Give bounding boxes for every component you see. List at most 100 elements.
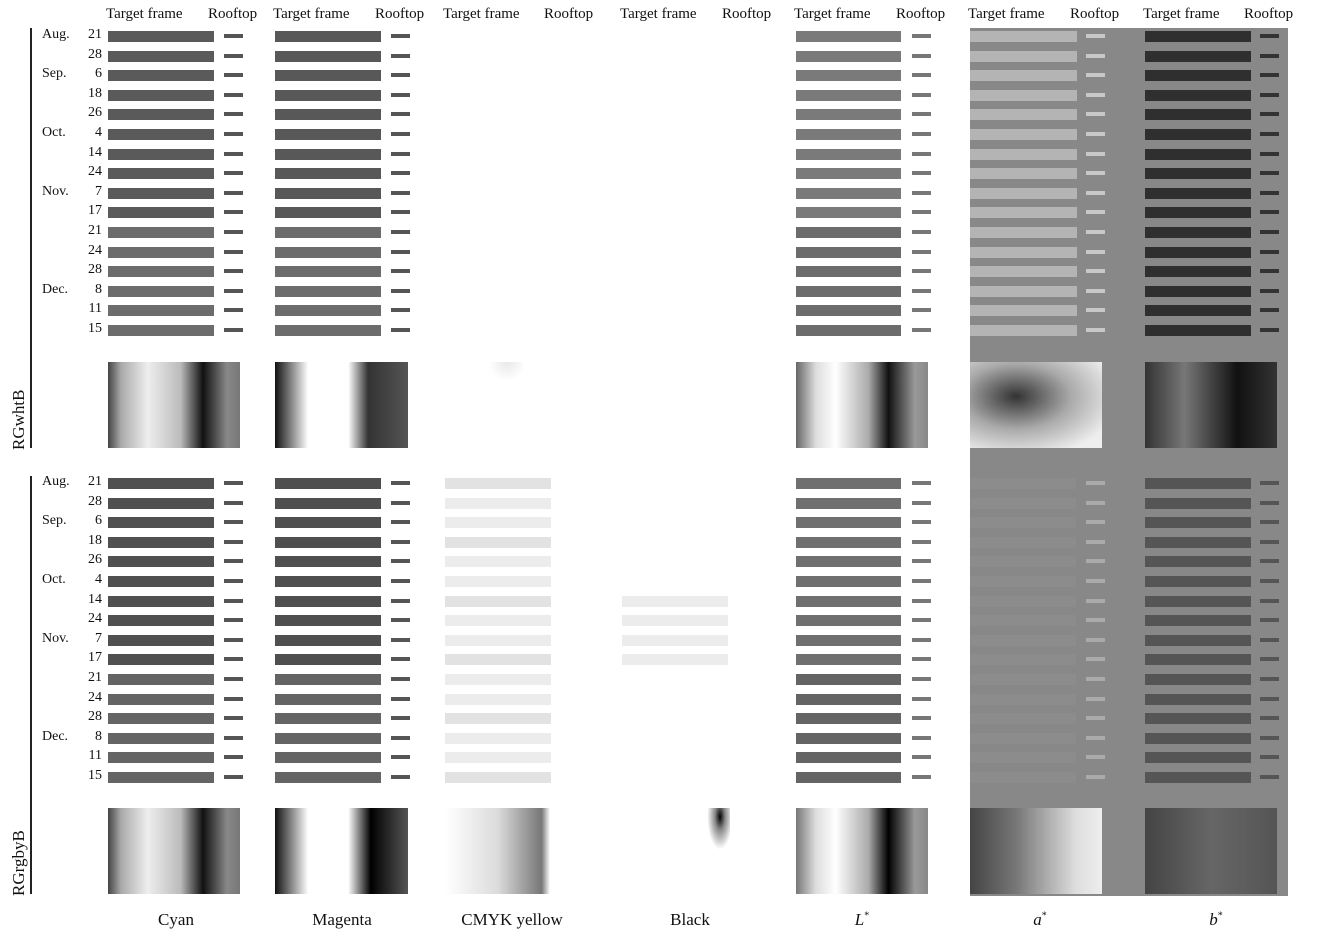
target-frame-strip: [445, 732, 551, 744]
channel-superscript: *: [1217, 910, 1223, 922]
rooftop-strip: [1260, 210, 1279, 215]
target-frame-strip: [275, 536, 381, 548]
target-frame-strip: [622, 713, 728, 724]
target-frame-strip: [275, 752, 381, 764]
target-frame-strip: [275, 517, 381, 529]
target-frame-strip: [108, 634, 214, 646]
target-frame-strip: [1145, 325, 1251, 336]
rooftop-strip: [912, 151, 931, 156]
target-frame-strip: [1145, 207, 1251, 219]
month-label: Dec.: [42, 728, 69, 744]
spatial-map-panel: [690, 808, 730, 894]
target-frame-strip: [970, 595, 1076, 607]
rooftop-strip: [224, 308, 243, 313]
date-label: 26: [88, 105, 102, 121]
header-rooftop-4: Rooftop: [722, 6, 772, 22]
target-frame-strip: [108, 246, 214, 258]
rooftop-strip: [391, 657, 410, 662]
date-label: 21: [88, 670, 102, 685]
target-frame-strip: [622, 286, 728, 297]
date-label: 4: [95, 125, 102, 140]
rooftop-strip: [224, 190, 243, 195]
date-label: 11: [88, 301, 102, 317]
rooftop-strip: [1260, 34, 1279, 38]
target-frame-strip: [622, 674, 728, 685]
target-frame-strip: [445, 634, 551, 646]
target-frame-strip: [445, 674, 551, 685]
target-frame-strip: [622, 615, 728, 627]
date-label: 28: [88, 493, 102, 509]
rooftop-strip: [1086, 716, 1105, 721]
date-label: 6: [95, 513, 102, 529]
rooftop-strip: [391, 328, 410, 332]
target-frame-strip: [970, 50, 1077, 62]
rooftop-strip: [1260, 696, 1279, 701]
target-frame-strip: [796, 497, 901, 509]
rooftop-strip: [391, 53, 410, 58]
target-frame-strip: [1145, 89, 1251, 101]
rooftop-strip: [1086, 598, 1105, 603]
rooftop-strip: [391, 539, 410, 544]
rooftop-strip: [1260, 579, 1279, 583]
rooftop-strip: [391, 151, 410, 156]
target-frame-strip: [108, 752, 214, 764]
spatial-map-panel: [796, 362, 928, 448]
channel-name: CMYK yellow: [461, 910, 563, 929]
header-target-frame-3: Target frame: [443, 6, 520, 22]
channel-superscript: *: [864, 910, 870, 922]
rooftop-strip: [912, 190, 931, 195]
rooftop-strip: [224, 559, 243, 564]
date-label: 17: [88, 650, 102, 666]
target-frame-strip: [1145, 227, 1251, 238]
rooftop-strip: [391, 716, 410, 721]
rooftop-strip: [391, 677, 410, 681]
date-label: 26: [88, 552, 102, 568]
rooftop-strip: [391, 230, 410, 234]
date-label: 4: [95, 572, 102, 587]
rooftop-strip: [1086, 171, 1105, 176]
date-label: 18: [88, 532, 102, 548]
date-label: 28: [88, 262, 102, 278]
row-group-label: RGwhtB: [9, 389, 28, 450]
month-label: Nov.: [42, 630, 69, 646]
target-frame-strip: [622, 478, 728, 489]
target-frame-strip: [445, 595, 551, 607]
date-label: 28: [88, 46, 102, 62]
month-label: Oct.: [42, 572, 66, 587]
target-frame-strip: [970, 536, 1076, 548]
target-frame-strip: [796, 713, 901, 725]
target-frame-strip: [445, 693, 551, 705]
header-rooftop-6: Rooftop: [1070, 6, 1120, 22]
target-frame-strip: [622, 694, 728, 705]
target-frame-strip: [108, 536, 214, 548]
rooftop-strip: [391, 755, 410, 760]
target-frame-strip: [970, 31, 1077, 42]
target-frame-strip: [445, 536, 551, 548]
rooftop-strip: [1086, 230, 1105, 234]
target-frame-strip: [1145, 50, 1251, 62]
target-frame-strip: [1145, 266, 1251, 278]
target-frame-strip: [622, 305, 728, 316]
rooftop-strip: [391, 637, 410, 642]
target-frame-strip: [970, 634, 1076, 646]
target-frame-strip: [970, 246, 1077, 258]
target-frame-strip: [108, 556, 214, 568]
target-frame-strip: [108, 285, 214, 297]
target-frame-strip: [970, 752, 1076, 764]
spatial-map-panel: [1145, 808, 1277, 894]
rooftop-strip: [1086, 308, 1105, 313]
rooftop-strip: [912, 249, 931, 254]
rooftop-strip: [1086, 735, 1105, 740]
target-frame-strip: [275, 227, 381, 238]
target-frame-strip: [970, 693, 1076, 705]
target-frame-strip: [622, 517, 728, 528]
target-frame-strip: [970, 305, 1077, 317]
target-frame-strip: [1145, 517, 1251, 529]
target-frame-strip: [622, 498, 728, 509]
target-frame-strip: [1145, 595, 1251, 607]
target-frame-strip: [108, 772, 214, 783]
rooftop-strip: [1260, 677, 1279, 681]
target-frame-strip: [622, 556, 728, 567]
target-frame-strip: [622, 247, 728, 258]
target-frame-strip: [622, 733, 728, 744]
